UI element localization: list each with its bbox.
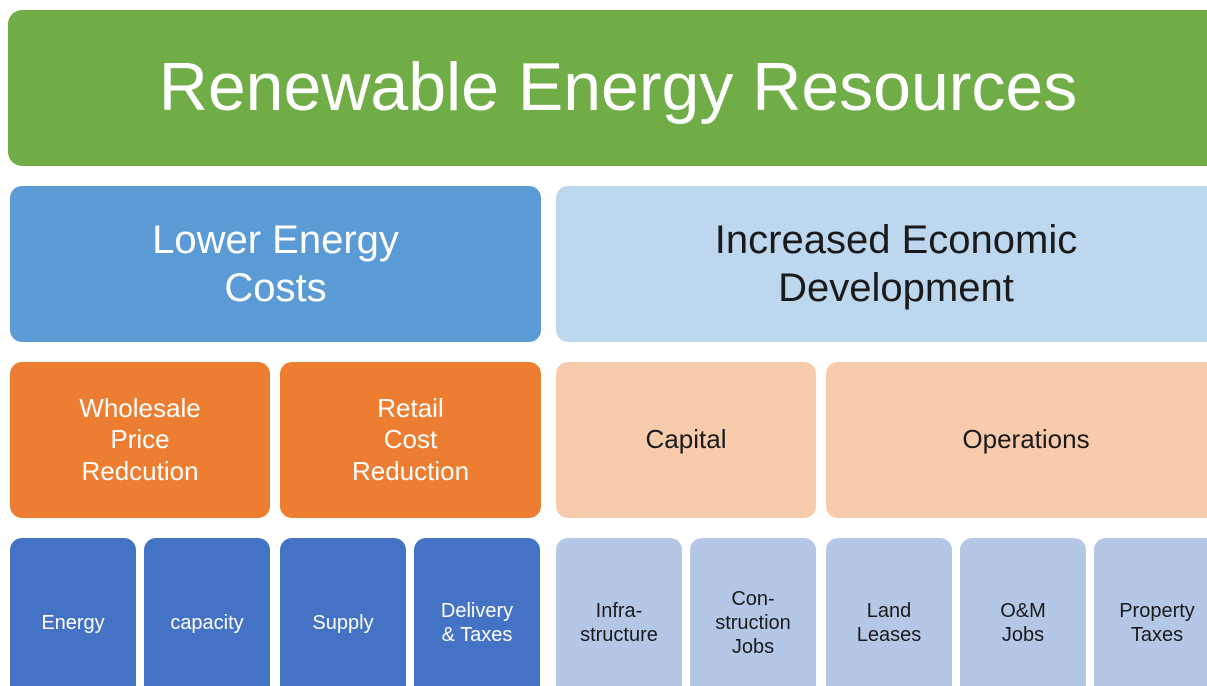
- node: Energy: [10, 538, 136, 686]
- node: capacity: [144, 538, 270, 686]
- title-box: Renewable Energy Resources: [8, 10, 1207, 166]
- node: Wholesale Price Redcution: [10, 362, 270, 518]
- node: Land Leases: [826, 538, 952, 686]
- node: Delivery & Taxes: [414, 538, 540, 686]
- node: Property Taxes: [1094, 538, 1207, 686]
- node: Increased Economic Development: [556, 186, 1207, 342]
- node: Infra- structure: [556, 538, 682, 686]
- node: O&M Jobs: [960, 538, 1086, 686]
- node: Lower Energy Costs: [10, 186, 541, 342]
- node: Supply: [280, 538, 406, 686]
- node: Retail Cost Reduction: [280, 362, 541, 518]
- node: Capital: [556, 362, 816, 518]
- node: Operations: [826, 362, 1207, 518]
- node: Con- struction Jobs: [690, 538, 816, 686]
